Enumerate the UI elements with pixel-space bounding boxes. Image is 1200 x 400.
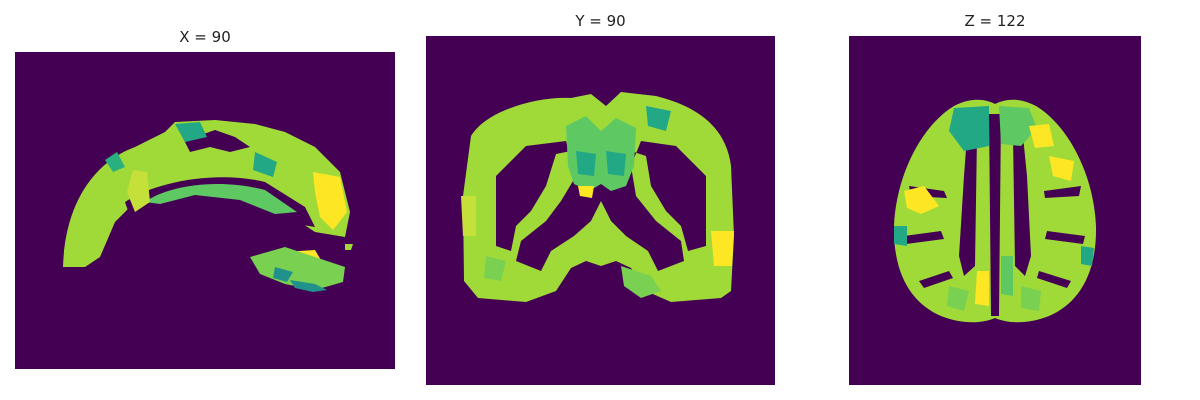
sagittal-slice-image: [15, 52, 395, 369]
axial-brain-map: [893, 99, 1097, 323]
axial-title: Z = 122: [964, 12, 1026, 30]
coronal-panel: Y = 90: [426, 0, 775, 390]
coronal-slice-image: [426, 36, 775, 385]
axial-slice-image: [849, 36, 1141, 385]
coronal-title: Y = 90: [575, 12, 626, 30]
coronal-brain-map: [461, 92, 734, 302]
sagittal-panel: X = 90: [15, 0, 395, 370]
axial-panel: Z = 122: [849, 0, 1141, 390]
sagittal-brain-map: [63, 120, 353, 292]
sagittal-title: X = 90: [179, 28, 231, 46]
